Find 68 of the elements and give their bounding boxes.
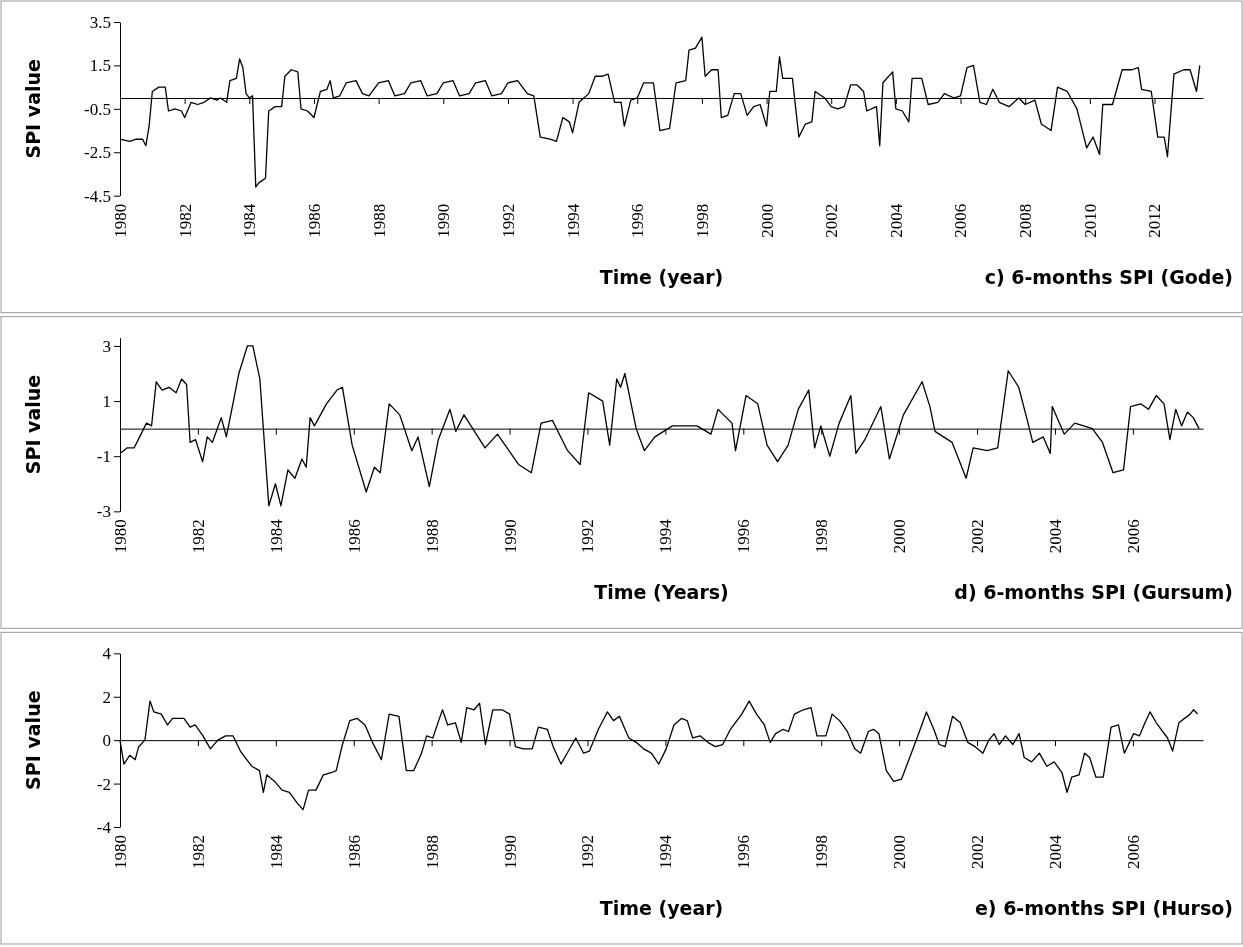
x-tick-label: 2006: [951, 203, 971, 238]
x-tick-label: 1992: [578, 835, 598, 869]
y-tick-label: -0.5: [84, 99, 111, 119]
x-tick-label: 1996: [734, 519, 754, 554]
x-tick-label: 1982: [175, 203, 195, 238]
x-tick-label: 1988: [422, 835, 442, 869]
y-tick-label: 4: [102, 644, 112, 664]
x-tick-label: 2000: [890, 835, 910, 869]
x-tick-label: 1986: [304, 203, 324, 238]
x-axis-title: Time (year): [599, 265, 724, 288]
y-axis-title: SPI value: [22, 374, 44, 475]
x-tick-label: 1994: [656, 834, 676, 869]
y-tick-label: -1: [96, 447, 111, 467]
y-tick-label: -2.5: [84, 143, 111, 163]
x-tick-label: 2008: [1016, 203, 1036, 238]
x-tick-label: 1986: [344, 835, 364, 869]
x-axis-title: Time (Years): [594, 581, 729, 604]
x-tick-label: 2010: [1080, 203, 1100, 238]
x-tick-label: 2002: [968, 519, 987, 554]
x-tick-label: 1998: [692, 203, 712, 238]
x-tick-label: 2004: [886, 203, 906, 238]
y-tick-label: -4: [96, 817, 112, 837]
y-tick-label: -2: [96, 774, 111, 794]
x-tick-label: 2000: [890, 519, 910, 554]
x-tick-label: 1990: [500, 519, 520, 554]
x-tick-label: 1994: [656, 518, 676, 554]
y-tick-label: 3: [102, 336, 111, 356]
x-tick-label: 1994: [563, 203, 583, 238]
x-tick-label: 2004: [1045, 518, 1065, 554]
text: d) 6-months SPI (Gursum): [954, 581, 1233, 604]
x-tick-label: 1980: [110, 519, 130, 554]
x-tick-label: 2012: [1145, 203, 1165, 238]
x-tick-label: 1986: [344, 519, 364, 554]
x-tick-label: 1984: [240, 203, 260, 238]
x-tick-label: 1982: [188, 835, 208, 869]
x-tick-label: 1982: [188, 519, 208, 554]
y-tick-label: -3: [96, 502, 111, 522]
x-tick-label: 1984: [266, 834, 286, 869]
x-tick-label: 1992: [498, 203, 518, 238]
x-axis-title: Time (year): [599, 897, 724, 919]
x-tick-label: 1992: [578, 519, 598, 554]
x-tick-label: 2002: [822, 203, 842, 238]
x-tick-label: 1984: [266, 518, 286, 554]
x-tick-label: 1996: [734, 835, 754, 869]
x-tick-label: 1980: [110, 835, 130, 869]
text: c) 6-months SPI (Gode): [984, 265, 1233, 288]
y-tick-label: 0: [102, 731, 111, 751]
y-tick-label: 3.5: [89, 12, 111, 32]
y-tick-label: 2: [102, 687, 111, 707]
x-tick-label: 1988: [422, 519, 442, 554]
y-axis-title: SPI value: [22, 690, 44, 790]
x-tick-label: 2000: [757, 203, 777, 238]
x-tick-label: 1998: [812, 835, 832, 869]
y-axis-title: SPI value: [22, 59, 44, 159]
x-tick-label: 1996: [628, 203, 648, 238]
x-tick-label: 1980: [110, 203, 130, 238]
x-tick-label: 2004: [1045, 834, 1065, 869]
text: e) 6-months SPI (Hurso): [974, 897, 1233, 919]
x-tick-label: 1998: [812, 519, 832, 554]
x-tick-label: 2006: [1123, 835, 1143, 869]
x-tick-label: 2006: [1123, 519, 1143, 554]
x-tick-label: 1988: [369, 203, 389, 238]
y-tick-label: 1.5: [89, 56, 111, 76]
x-tick-label: 1990: [434, 203, 454, 238]
y-tick-label: -4.5: [84, 186, 111, 206]
y-tick-label: 1: [102, 392, 111, 412]
x-tick-label: 1990: [500, 835, 520, 869]
x-tick-label: 2002: [968, 835, 987, 869]
